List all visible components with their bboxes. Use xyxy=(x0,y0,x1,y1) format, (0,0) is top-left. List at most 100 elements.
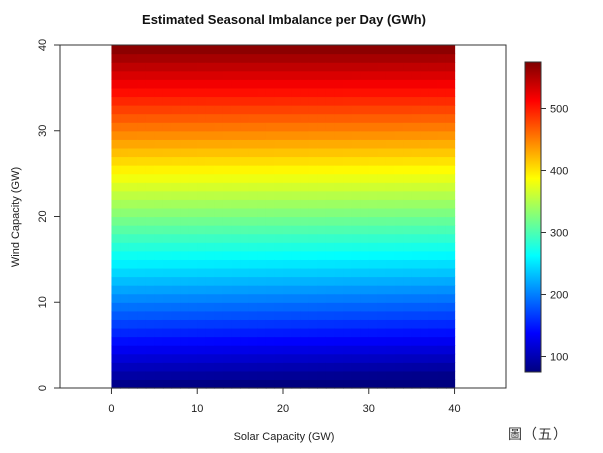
heatmap-cell xyxy=(428,233,438,243)
heatmap-cell xyxy=(265,276,276,286)
heatmap-cell xyxy=(111,259,121,269)
heatmap-cell xyxy=(274,353,284,363)
heatmap-cell xyxy=(368,302,378,312)
heatmap-cell xyxy=(437,293,447,303)
heatmap-cell xyxy=(240,130,250,140)
heatmap-cell xyxy=(248,147,258,158)
heatmap-cell xyxy=(274,345,284,355)
heatmap-cell xyxy=(437,267,447,278)
heatmap-cell xyxy=(145,336,155,346)
heatmap-cell xyxy=(240,370,250,381)
heatmap-cell xyxy=(445,173,456,183)
heatmap-cell xyxy=(360,362,370,372)
heatmap-cell xyxy=(197,96,207,106)
heatmap-cell xyxy=(128,190,138,200)
heatmap-cell xyxy=(162,45,173,55)
x-axis-label: Solar Capacity (GW) xyxy=(234,431,335,443)
heatmap-cell xyxy=(231,147,241,158)
heatmap-cell xyxy=(205,139,215,149)
heatmap-cell xyxy=(368,105,378,115)
heatmap-cell xyxy=(120,53,130,63)
heatmap-cell xyxy=(231,173,241,183)
heatmap-cell xyxy=(360,242,370,252)
heatmap-cell xyxy=(445,182,456,192)
heatmap-cell xyxy=(351,130,361,140)
heatmap-cell xyxy=(351,276,361,286)
heatmap-cell xyxy=(111,370,121,381)
heatmap-cell xyxy=(394,96,404,106)
heatmap-cell xyxy=(360,105,370,115)
heatmap-cell xyxy=(154,225,164,235)
heatmap-cell xyxy=(428,225,438,235)
heatmap-cell xyxy=(291,147,301,158)
heatmap-cell xyxy=(360,285,370,295)
heatmap-cell xyxy=(317,310,327,320)
heatmap-cell xyxy=(231,353,241,363)
heatmap-cell xyxy=(343,285,353,295)
heatmap-cell xyxy=(308,139,318,149)
heatmap-cell xyxy=(265,62,276,72)
heatmap-cell xyxy=(257,105,267,115)
heatmap-cell xyxy=(197,70,207,80)
heatmap-cell xyxy=(291,310,301,320)
heatmap-cell xyxy=(334,62,344,72)
heatmap-cell xyxy=(154,370,164,381)
heatmap-cell xyxy=(240,182,250,192)
heatmap-cell xyxy=(428,96,438,106)
heatmap-cell xyxy=(334,225,344,235)
heatmap-cell xyxy=(248,182,258,192)
heatmap-cell xyxy=(411,199,421,209)
heatmap-cell xyxy=(308,233,318,243)
heatmap-cell xyxy=(265,207,276,218)
heatmap-cell xyxy=(188,190,198,200)
heatmap-cell xyxy=(111,62,121,72)
heatmap-cell xyxy=(377,190,387,200)
heatmap-cell xyxy=(205,327,215,338)
heatmap-cell xyxy=(111,353,121,363)
heatmap-cell xyxy=(308,285,318,295)
heatmap-cell xyxy=(291,302,301,312)
heatmap-cell xyxy=(180,87,190,98)
heatmap-cell xyxy=(420,362,430,372)
heatmap-cell xyxy=(111,242,121,252)
heatmap-cell xyxy=(188,113,198,123)
heatmap-cell xyxy=(222,199,233,209)
colorbar-tick-label: 500 xyxy=(550,104,568,116)
heatmap-cell xyxy=(445,113,456,123)
heatmap-cell xyxy=(274,190,284,200)
heatmap-cell xyxy=(171,87,181,98)
heatmap-cell xyxy=(205,96,215,106)
heatmap-cell xyxy=(231,285,241,295)
heatmap-cell xyxy=(377,139,387,149)
heatmap-cell xyxy=(171,79,181,89)
heatmap-cell xyxy=(188,345,198,355)
heatmap-cell xyxy=(197,182,207,192)
heatmap-cell xyxy=(403,379,413,389)
heatmap-cell xyxy=(248,199,258,209)
heatmap-cell xyxy=(197,190,207,200)
heatmap-cell xyxy=(403,113,413,123)
heatmap-cell xyxy=(300,336,310,346)
heatmap-cell xyxy=(283,113,293,123)
heatmap-cell xyxy=(205,242,215,252)
heatmap-cell xyxy=(445,370,456,381)
heatmap-cell xyxy=(111,345,121,355)
heatmap-cell xyxy=(308,147,318,158)
heatmap-cell xyxy=(222,96,233,106)
heatmap-cell xyxy=(120,87,130,98)
heatmap-cell xyxy=(300,310,310,320)
heatmap-cell xyxy=(325,139,336,149)
heatmap-cell xyxy=(128,139,138,149)
heatmap-cell xyxy=(411,336,421,346)
heatmap-cell xyxy=(274,242,284,252)
heatmap-cell xyxy=(368,353,378,363)
heatmap-cell xyxy=(257,310,267,320)
heatmap-cell xyxy=(248,173,258,183)
heatmap-cell xyxy=(351,319,361,329)
heatmap-cell xyxy=(351,139,361,149)
heatmap-cell xyxy=(265,353,276,363)
heatmap-cell xyxy=(162,319,173,329)
heatmap-cell xyxy=(240,336,250,346)
heatmap-cell xyxy=(343,302,353,312)
heatmap-cell xyxy=(351,79,361,89)
